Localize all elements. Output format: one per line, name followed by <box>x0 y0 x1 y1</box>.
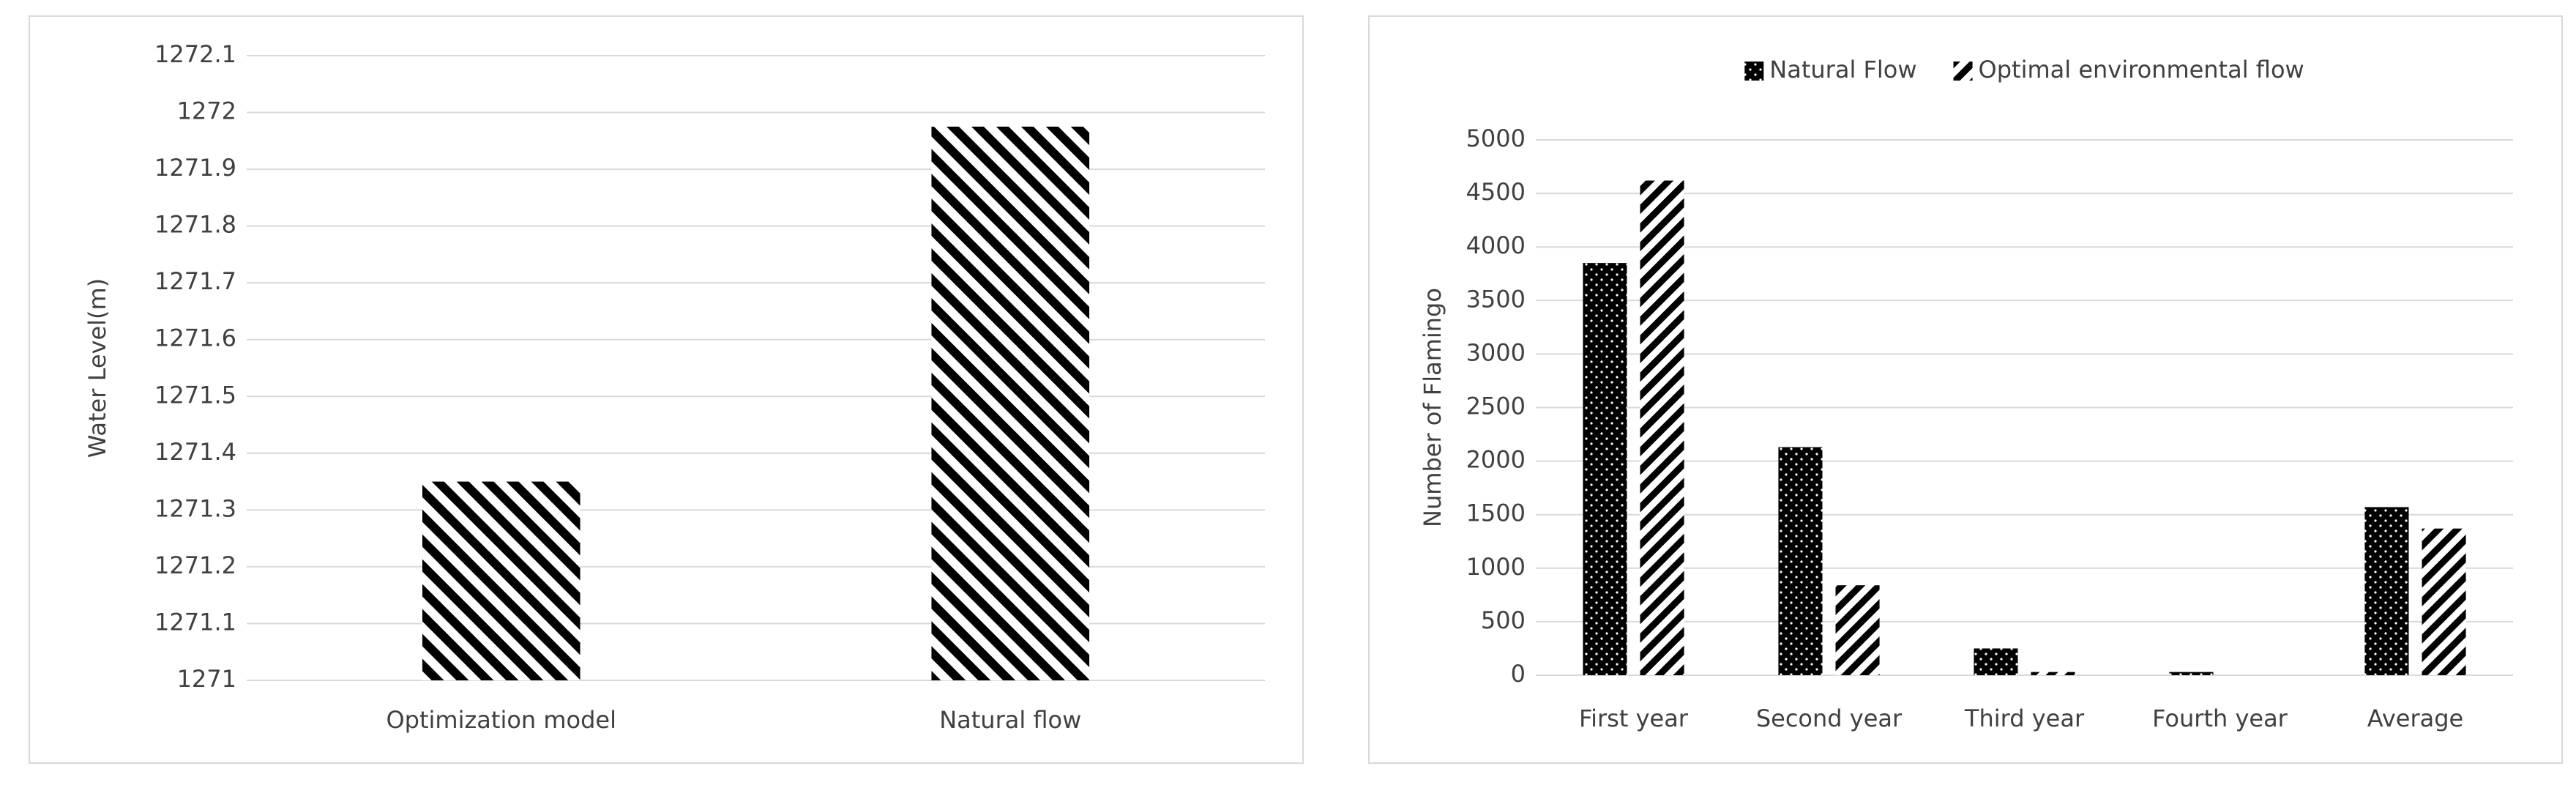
legend-label: Natural Flow <box>1769 56 1916 83</box>
y-tick-label: 4000 <box>1466 231 1526 259</box>
y-tick-label: 1271.4 <box>154 438 236 466</box>
y-tick-label: 1271 <box>177 665 236 693</box>
bar <box>1583 263 1627 675</box>
chart-frame <box>29 15 1304 764</box>
y-tick-label: 1271.1 <box>154 608 236 636</box>
y-tick-label: 2500 <box>1466 393 1526 420</box>
y-tick-label: 1272 <box>177 97 236 125</box>
y-tick-label: 1271.9 <box>154 154 236 182</box>
y-tick-label: 1271.7 <box>154 267 236 295</box>
bar <box>1640 180 1684 675</box>
x-tick-label: Natural flow <box>939 706 1081 734</box>
x-tick-label: Third year <box>1964 705 2085 732</box>
y-tick-label: 5000 <box>1466 124 1526 152</box>
y-tick-label: 1000 <box>1466 553 1526 581</box>
y-tick-label: 500 <box>1481 606 1526 634</box>
y-tick-label: 1271.8 <box>154 211 236 239</box>
y-tick-label: 0 <box>1511 660 1526 688</box>
bar <box>1778 447 1823 675</box>
legend-label: Optimal environmental flow <box>1979 56 2304 83</box>
y-tick-label: 1500 <box>1466 499 1526 527</box>
x-tick-label: Average <box>2367 705 2463 732</box>
bar <box>422 481 580 680</box>
y-tick-label: 1271.5 <box>154 381 236 409</box>
bar <box>2169 672 2214 675</box>
y-tick-label: 1271.3 <box>154 494 236 522</box>
bar <box>2364 507 2409 675</box>
y-tick-label: 1271.6 <box>154 324 236 352</box>
bar <box>2422 528 2466 675</box>
y-axis-label: Water Level(m) <box>83 278 111 458</box>
y-tick-label: 1272.1 <box>154 40 236 68</box>
y-tick-label: 4500 <box>1466 178 1526 206</box>
bar <box>2031 672 2075 675</box>
bar <box>1974 648 2018 675</box>
y-tick-label: 1271.2 <box>154 551 236 579</box>
y-tick-label: 3500 <box>1466 285 1526 313</box>
legend-swatch <box>1953 62 1973 81</box>
y-tick-label: 2000 <box>1466 446 1526 474</box>
x-tick-label: Second year <box>1756 705 1903 732</box>
bar <box>931 126 1090 680</box>
x-tick-label: Fourth year <box>2152 705 2288 732</box>
bar <box>1835 585 1880 675</box>
y-tick-label: 3000 <box>1466 338 1526 366</box>
x-tick-label: First year <box>1579 705 1689 732</box>
y-axis-label: Number of Flamingo <box>1419 288 1446 527</box>
x-tick-label: Optimization model <box>386 706 616 734</box>
legend-swatch <box>1744 62 1764 81</box>
